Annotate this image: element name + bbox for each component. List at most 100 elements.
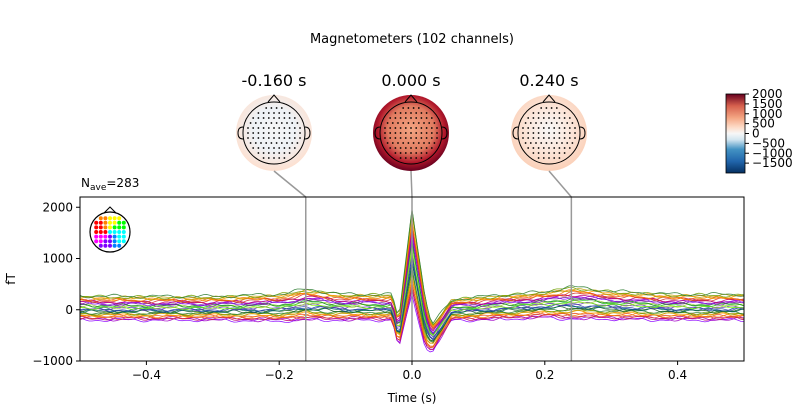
- sensor-dot: [415, 132, 418, 134]
- sensor-dots: [247, 107, 301, 159]
- sensor-dot: [278, 117, 281, 119]
- sensor-dot: [568, 132, 571, 134]
- sensor-dot: [548, 117, 550, 119]
- sensor-dot: [540, 142, 543, 144]
- sensor-dot: [252, 132, 255, 134]
- sensor-dot: [265, 122, 268, 124]
- sensor-dot: [384, 132, 386, 134]
- sensor-dot: [404, 132, 407, 134]
- sensor-dot: [394, 147, 397, 149]
- legend-sensor-dot: [112, 234, 117, 239]
- sensor-dot: [436, 137, 438, 139]
- sensor-dot: [247, 137, 249, 139]
- sensor-dot: [278, 132, 281, 134]
- sensor-dot: [558, 147, 561, 149]
- sensor-dot: [430, 117, 433, 119]
- sensor-dot: [278, 157, 281, 159]
- legend-sensor-dot: [121, 225, 126, 230]
- sensor-dot: [404, 127, 407, 129]
- sensor-dot: [399, 152, 402, 154]
- sensor-dot: [404, 137, 407, 139]
- sensor-dot: [407, 107, 410, 109]
- sensor-dot: [535, 142, 537, 144]
- sensor-dot: [249, 122, 252, 124]
- sensor-dot: [558, 127, 561, 129]
- legend-sensor-dot: [121, 234, 126, 239]
- sensor-dot: [555, 142, 558, 144]
- sensor-dot: [410, 127, 412, 129]
- legend-sensor-dot: [112, 216, 117, 221]
- sensor-dot: [542, 117, 545, 119]
- sensor-dot: [527, 117, 530, 119]
- sensor-dot: [257, 117, 260, 119]
- sensor-dot: [558, 117, 561, 119]
- sensor-dot: [548, 147, 550, 149]
- topomap-1: -0.160 s: [236, 71, 312, 171]
- colorbar-tick-label: −1000: [752, 146, 793, 160]
- sensor-dot: [296, 122, 299, 124]
- sensor-dot: [553, 117, 556, 119]
- sensor-dot: [252, 117, 255, 119]
- sensor-dot: [399, 117, 402, 119]
- plot-axes: −0.4 −0.2 0.0 0.2 0.4 −1000 0 1000 2000 Time (s…: [4, 196, 745, 405]
- sensor-dot: [532, 132, 535, 134]
- legend-sensor-dot: [117, 220, 122, 225]
- sensor-dot: [548, 157, 550, 159]
- sensor-dot: [412, 122, 415, 124]
- sensor-dot: [542, 137, 545, 139]
- sensor-dot: [553, 147, 556, 149]
- sensor-dot: [425, 132, 428, 134]
- sensor-dot: [548, 137, 550, 139]
- legend-sensor-dot: [94, 220, 99, 225]
- sensor-dot: [542, 112, 545, 114]
- topomap-connector: [410, 170, 413, 198]
- sensor-dot: [522, 127, 524, 129]
- sensor-dot: [571, 142, 574, 144]
- sensor-dot: [399, 132, 402, 134]
- legend-sensor-dot: [108, 230, 112, 234]
- sensor-dot: [532, 127, 535, 129]
- sensor-dot: [542, 147, 545, 149]
- legend-sensor-dot: [108, 239, 112, 244]
- sensor-dot: [299, 127, 301, 129]
- sensor-dot: [540, 107, 543, 109]
- topomap-connectors: [273, 170, 572, 198]
- legend-sensor-dot: [108, 220, 112, 225]
- sensor-dot: [399, 157, 402, 159]
- sensor-dot: [273, 112, 275, 114]
- sensor-dot: [561, 142, 563, 144]
- sensor-dot: [399, 127, 402, 129]
- legend-sensor-dot: [121, 220, 126, 225]
- sensor-dot: [397, 142, 399, 144]
- legend-sensor-dot: [98, 234, 103, 239]
- sensor-dot: [542, 132, 545, 134]
- legend-sensor-dot: [112, 243, 117, 248]
- legend-sensor-dot: [98, 230, 103, 234]
- head-outline: [512, 94, 586, 165]
- sensor-dot: [550, 107, 553, 109]
- sensor-dot: [574, 137, 576, 139]
- sensor-dot: [420, 157, 423, 159]
- sensor-dot: [270, 107, 273, 109]
- sensor-dot: [522, 137, 524, 139]
- sensor-dot: [545, 107, 548, 109]
- sensor-dot: [278, 152, 281, 154]
- sensor-dot: [254, 142, 257, 144]
- sensor-dot: [262, 127, 265, 129]
- sensor-dot: [404, 112, 407, 114]
- sensor-dot: [267, 137, 270, 139]
- sensor-dot: [412, 142, 415, 144]
- sensor-dot: [532, 117, 535, 119]
- sensor-dot: [262, 132, 265, 134]
- sensor-dot: [553, 152, 556, 154]
- sensor-dot: [267, 147, 270, 149]
- sensor-dot: [417, 142, 420, 144]
- sensor-dot: [293, 137, 296, 139]
- sensor-dot: [417, 107, 420, 109]
- sensor-dot: [397, 122, 399, 124]
- sensor-dot: [532, 152, 535, 154]
- sensor-dot: [555, 107, 558, 109]
- sensor-dot: [558, 112, 561, 114]
- sensor-dot: [273, 117, 275, 119]
- sensor-dot: [415, 112, 418, 114]
